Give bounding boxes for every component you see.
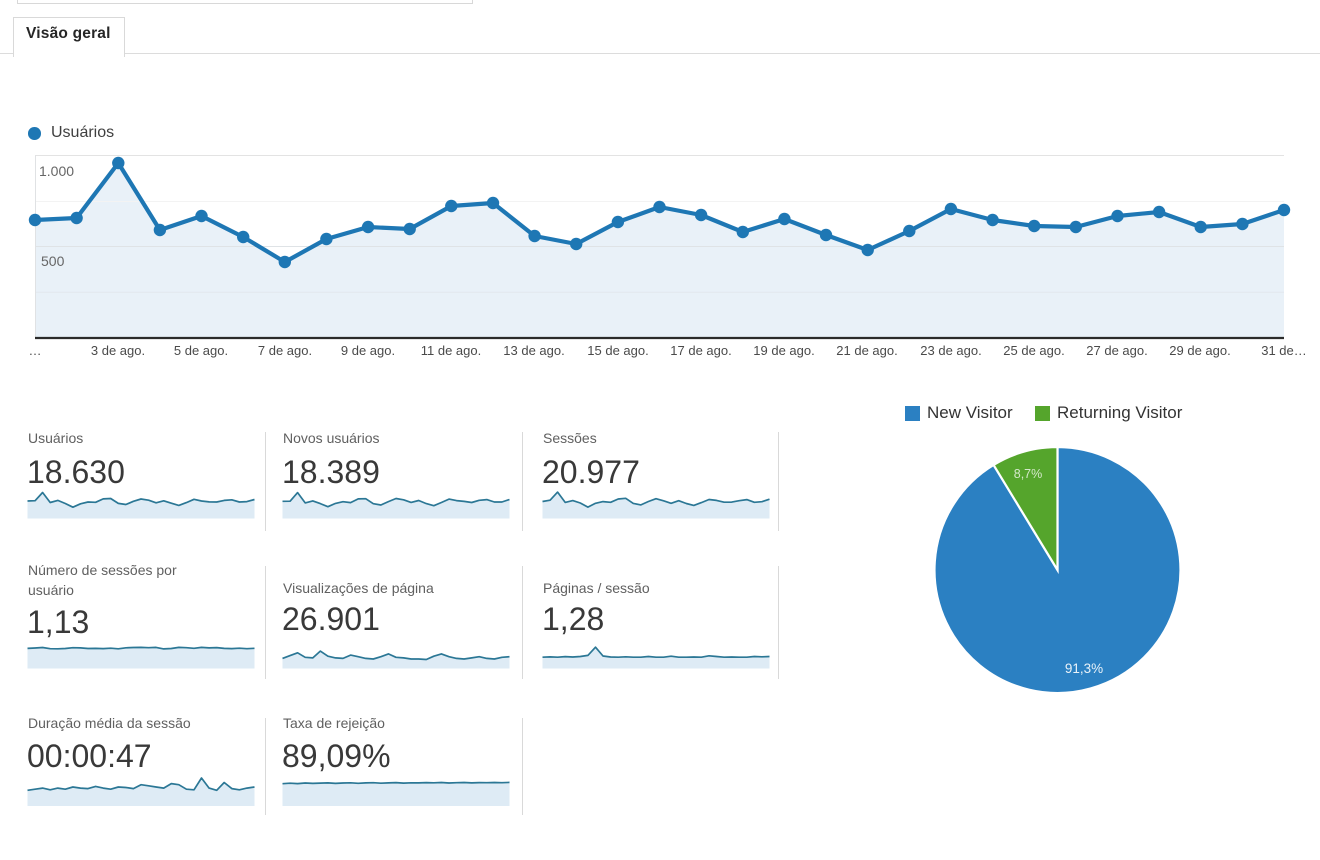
svg-text:91,3%: 91,3% bbox=[1065, 661, 1103, 676]
svg-text:500: 500 bbox=[41, 253, 65, 269]
svg-text:8,7%: 8,7% bbox=[1014, 467, 1043, 481]
svg-text:1.000: 1.000 bbox=[39, 163, 74, 179]
